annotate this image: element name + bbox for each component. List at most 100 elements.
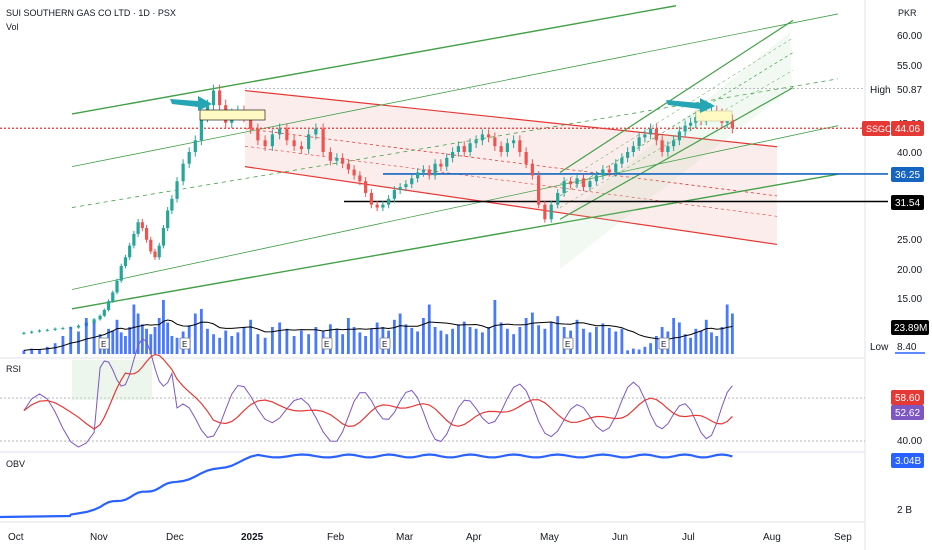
volume-bar xyxy=(166,322,170,354)
candle-body xyxy=(487,134,491,138)
candle-body xyxy=(462,146,466,152)
volume-bar xyxy=(416,331,419,354)
candlesticks xyxy=(22,84,734,335)
rsi-ma-value: 58.60 xyxy=(895,393,920,404)
candle-body xyxy=(427,169,431,176)
candle-body xyxy=(140,222,144,229)
candle-body xyxy=(562,181,566,193)
candle-body xyxy=(307,134,311,150)
volume-bar xyxy=(614,331,618,354)
candle-body xyxy=(387,198,391,205)
volume-bar xyxy=(468,327,472,354)
obv-value: 3.04B xyxy=(895,456,921,467)
volume-bar xyxy=(335,328,339,354)
time-tick: Sep xyxy=(834,532,852,543)
candle-body xyxy=(187,152,191,164)
candle-body xyxy=(249,116,253,129)
level-value-1: 36.25 xyxy=(895,170,920,181)
trend-channels[interactable] xyxy=(0,5,888,310)
rsi-value: 52.62 xyxy=(895,408,920,419)
volume-bar xyxy=(582,328,585,354)
volume-bar xyxy=(119,332,123,354)
candle-body xyxy=(61,328,65,330)
candle-body xyxy=(689,122,693,126)
time-axis[interactable]: Oct Nov Dec 2025 Feb Mar Apr May Jun Jul… xyxy=(8,532,852,543)
volume-bar xyxy=(643,346,647,354)
candle-body xyxy=(568,181,573,185)
volume-bar xyxy=(38,349,41,354)
candle-body xyxy=(450,152,455,158)
candle-body xyxy=(30,331,34,333)
arrow-dec xyxy=(170,96,212,111)
volume-bar xyxy=(136,313,140,354)
price-tick: 40.00 xyxy=(897,148,922,159)
candle-body xyxy=(170,198,174,211)
volume-bar xyxy=(451,328,454,354)
volume-bar xyxy=(369,328,373,354)
volume-bar xyxy=(263,337,267,354)
volume-bar xyxy=(474,328,478,354)
candle-body xyxy=(637,137,641,147)
red-channel-fill xyxy=(245,90,777,245)
highlight-box-dec xyxy=(199,109,266,121)
price-axis[interactable]: PKR 60.00 55.00 45.00 40.00 25.00 20.00 … xyxy=(862,8,929,516)
obv-line xyxy=(0,453,733,519)
candle-body xyxy=(53,328,57,330)
volume-bar xyxy=(256,334,260,354)
candle-body xyxy=(22,332,26,334)
volume-bar xyxy=(730,313,734,354)
highlight-box-jul xyxy=(695,110,733,122)
price-tick: 60.00 xyxy=(897,31,922,42)
volume-bar xyxy=(30,348,34,354)
volume-bar xyxy=(84,318,88,354)
price-tick: 15.00 xyxy=(897,294,922,305)
candle-body xyxy=(626,152,630,158)
green-channel-inner-upper xyxy=(71,13,839,168)
volume-bar xyxy=(299,330,303,354)
volume-bar xyxy=(218,337,222,354)
volume-bar xyxy=(720,327,724,354)
volume-bar xyxy=(224,330,228,354)
steep-channel-quarter xyxy=(559,37,794,185)
candle-body xyxy=(530,163,534,176)
volume-ma-value: 23.89M xyxy=(894,323,927,334)
candle-body xyxy=(439,163,443,167)
currency-label[interactable]: PKR xyxy=(898,8,917,18)
candle-body xyxy=(660,140,664,152)
volume-bar xyxy=(404,324,408,354)
candle-body xyxy=(45,329,49,331)
candle-body xyxy=(346,163,350,170)
volume-bar xyxy=(199,309,203,354)
earnings-marker xyxy=(179,337,191,350)
candle-body xyxy=(292,140,296,147)
level-tag-2 xyxy=(891,195,924,210)
candle-body xyxy=(398,187,402,191)
time-tick: Dec xyxy=(166,532,184,543)
candle-body xyxy=(620,157,624,164)
volume-bar xyxy=(493,300,497,354)
candle-body xyxy=(144,228,149,240)
candle-body xyxy=(153,251,157,258)
earnings-marker xyxy=(658,337,670,350)
candle-body xyxy=(132,233,136,246)
volume-bar xyxy=(704,319,708,354)
volume-bar xyxy=(162,300,165,354)
obv-tag xyxy=(891,453,924,468)
time-tick-year: 2025 xyxy=(241,532,264,543)
volume-bar xyxy=(626,350,630,354)
rsi-overbought-fill xyxy=(72,360,152,400)
candle-body xyxy=(588,181,592,188)
earnings-marker-label: E xyxy=(565,340,570,349)
candle-body xyxy=(299,146,303,150)
candle-body xyxy=(480,134,484,141)
volume-bar xyxy=(439,330,443,354)
time-tick: May xyxy=(540,532,559,543)
volume-bar xyxy=(654,336,658,354)
candle-body xyxy=(537,175,541,205)
candle-body xyxy=(76,325,81,328)
volume-bar xyxy=(77,331,80,354)
volume-bar xyxy=(45,346,49,354)
symbol-tag-text: SSGC xyxy=(866,124,892,134)
